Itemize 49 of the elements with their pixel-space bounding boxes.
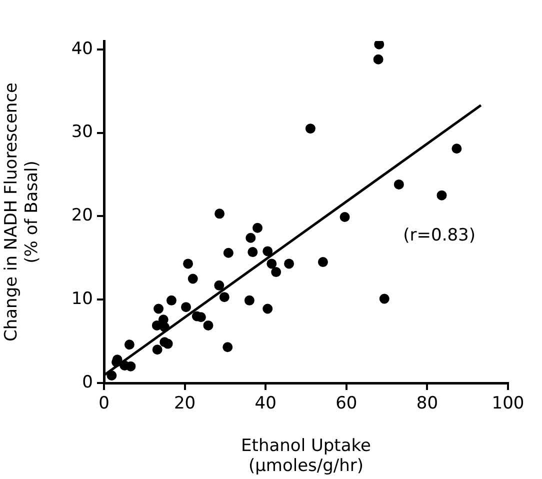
x-tick-label: 20	[174, 394, 196, 414]
x-tick-label: 40	[254, 394, 276, 414]
point	[223, 248, 234, 258]
y-tick-label: 40	[71, 38, 93, 59]
point	[248, 247, 258, 258]
point	[373, 54, 384, 64]
point	[452, 144, 462, 154]
point	[340, 212, 350, 222]
point	[374, 41, 384, 50]
point	[246, 232, 256, 243]
point	[166, 295, 176, 306]
point	[162, 338, 173, 349]
point	[203, 320, 214, 330]
point	[160, 322, 170, 332]
point	[318, 257, 328, 268]
point	[305, 124, 316, 134]
point	[154, 304, 164, 314]
point	[262, 246, 273, 256]
y-tick-label: 30	[71, 122, 93, 142]
point	[183, 258, 194, 269]
point	[271, 267, 282, 278]
y-tick-label: 10	[71, 289, 93, 310]
point	[262, 304, 273, 314]
point	[214, 208, 225, 219]
x-axis-title: Ethanol Uptake (µmoles/g/hr)	[241, 436, 371, 476]
point	[214, 280, 224, 290]
point	[152, 344, 162, 355]
y-tick-label: 20	[71, 206, 93, 226]
point	[252, 222, 263, 233]
y-tick-label: 0	[82, 372, 93, 392]
point	[379, 294, 390, 304]
y-axis-title: Change in NADH Fluorescence (% of Basal)	[2, 82, 42, 342]
point	[188, 274, 198, 284]
point	[222, 342, 233, 352]
point	[394, 179, 404, 190]
point	[126, 361, 136, 372]
point	[436, 190, 447, 200]
point	[124, 340, 134, 350]
x-tick-label: 60	[336, 394, 358, 414]
point	[181, 302, 192, 312]
point	[266, 258, 277, 269]
point	[106, 370, 117, 380]
x-tick-label: 100	[492, 394, 524, 414]
x-tick-label: 0	[98, 394, 110, 414]
point	[219, 292, 230, 302]
x-tick-label: 80	[416, 394, 438, 414]
point	[284, 258, 294, 269]
annotation: (r=0.83)	[403, 225, 476, 246]
point	[244, 295, 254, 306]
